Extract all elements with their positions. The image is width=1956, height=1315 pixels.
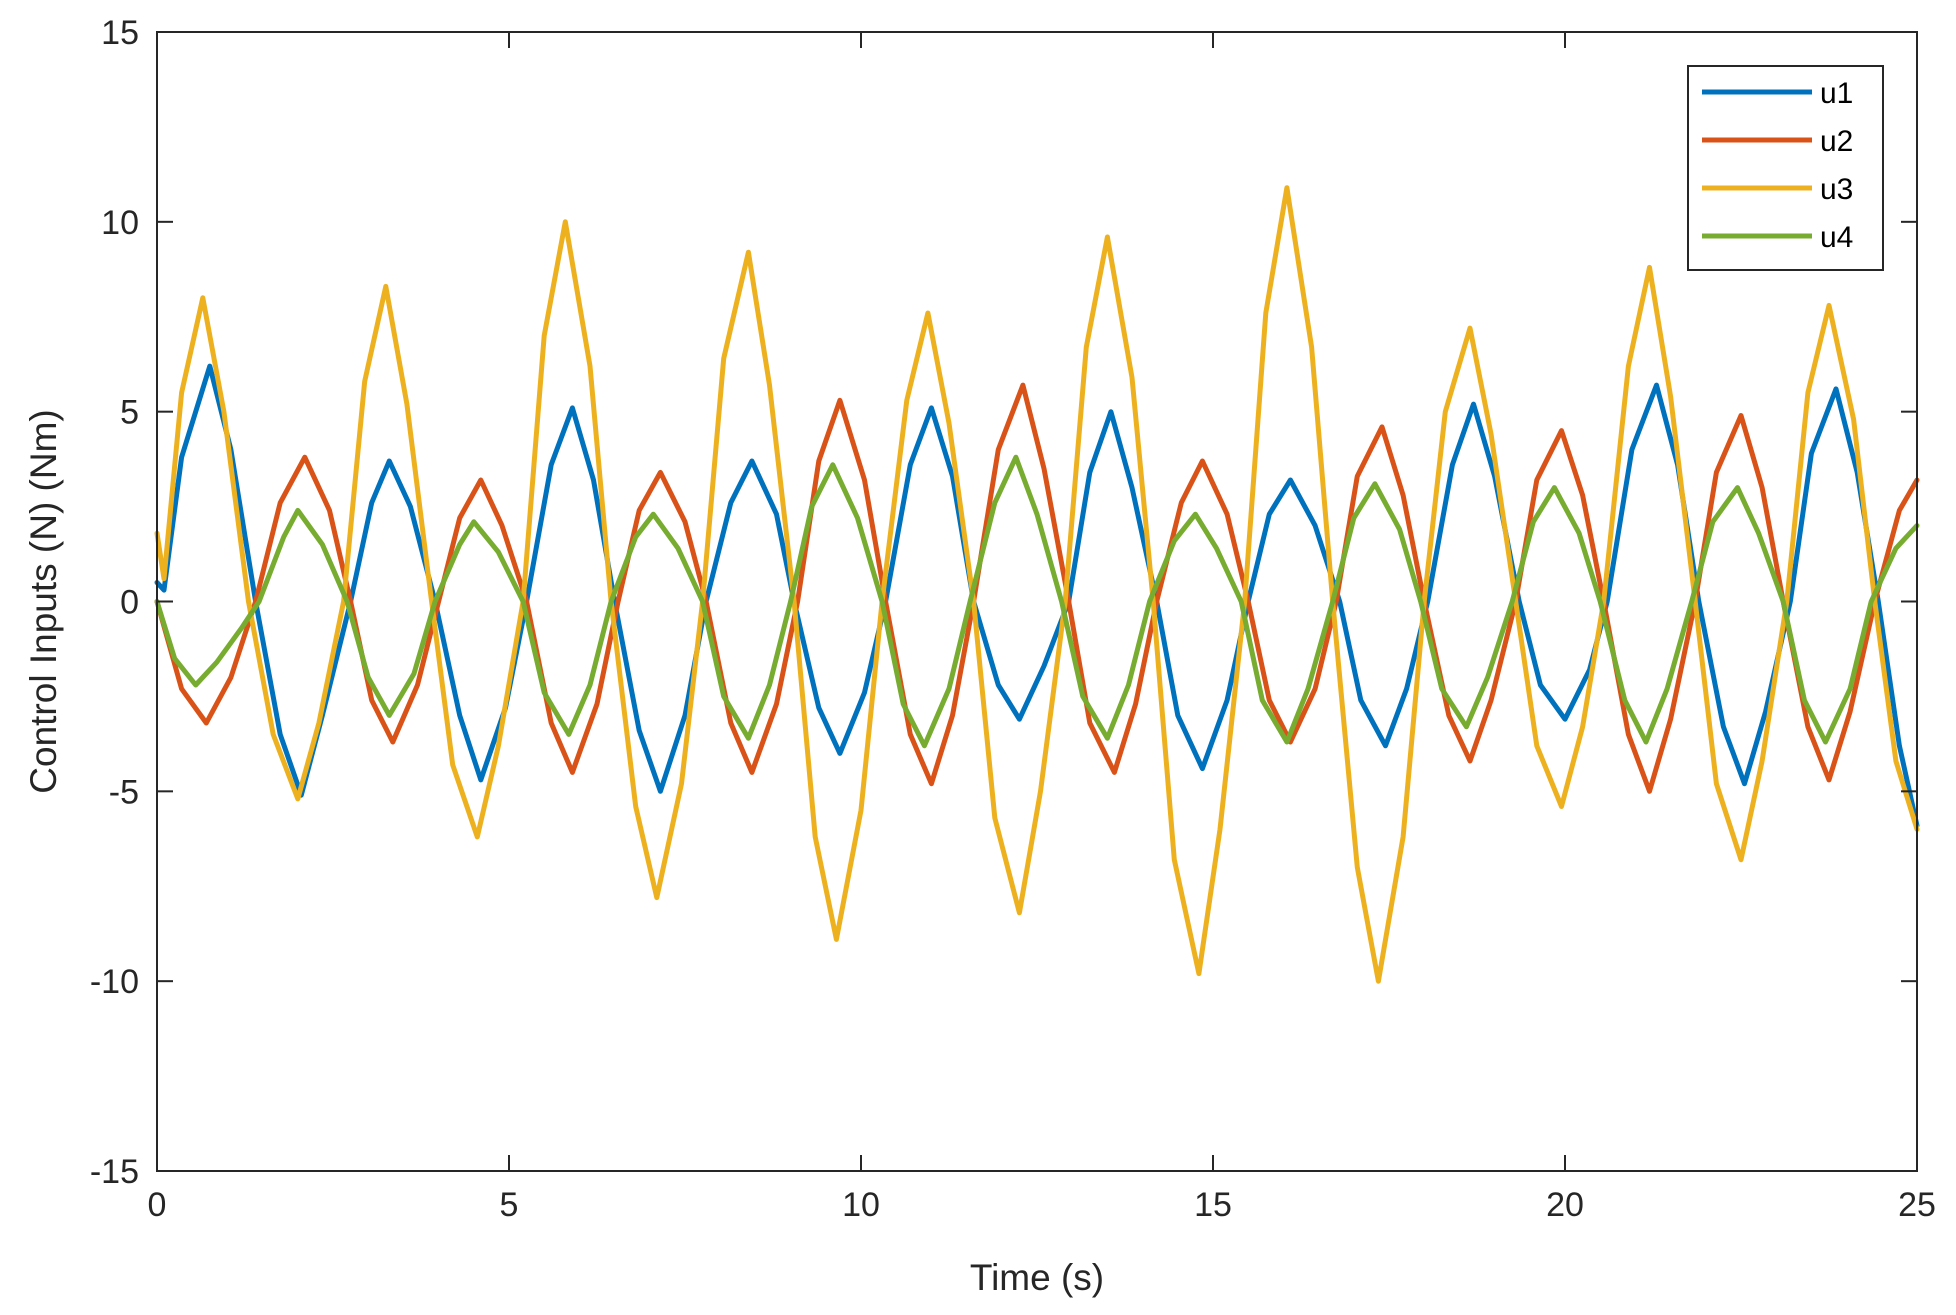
legend-label-u2: u2 xyxy=(1820,125,1853,158)
y-axis-label: Control Inputs (N) (Nm) xyxy=(23,409,64,793)
y-tick-label: 5 xyxy=(120,394,139,432)
legend-box xyxy=(1687,65,1884,271)
x-tick-label: 0 xyxy=(148,1186,167,1224)
legend-label-u3: u3 xyxy=(1820,173,1853,206)
x-tick-label: 5 xyxy=(500,1186,519,1224)
legend-label-u1: u1 xyxy=(1820,77,1853,110)
legend-label-u4: u4 xyxy=(1820,221,1853,254)
axes-background xyxy=(157,32,1917,1171)
y-tick-label: 0 xyxy=(120,584,139,622)
x-tick-label: 10 xyxy=(842,1186,880,1224)
series-line-u2 xyxy=(154,382,1920,794)
y-tick-label: 15 xyxy=(101,14,139,52)
y-tick-label: -10 xyxy=(90,963,139,1001)
x-tick-label: 15 xyxy=(1194,1186,1232,1224)
x-tick-label: 25 xyxy=(1898,1186,1936,1224)
series-line-u3 xyxy=(154,185,1920,984)
legend: u1 u2 u3 u4 xyxy=(1687,65,1884,271)
x-tick-label: 20 xyxy=(1546,1186,1584,1224)
series-line-u1 xyxy=(154,363,1920,828)
x-axis-label: Time (s) xyxy=(970,1257,1104,1298)
y-tick-label: -5 xyxy=(109,773,139,811)
series-layer xyxy=(154,185,1920,984)
y-tick-label: 10 xyxy=(101,204,139,242)
y-tick-label: -15 xyxy=(90,1153,139,1191)
plot-area xyxy=(157,32,1917,1171)
ticks-layer: 0 5 10 15 20 25 -15 -10 -5 0 5 10 15 xyxy=(90,14,1936,1224)
series-line-u4 xyxy=(154,454,1920,749)
